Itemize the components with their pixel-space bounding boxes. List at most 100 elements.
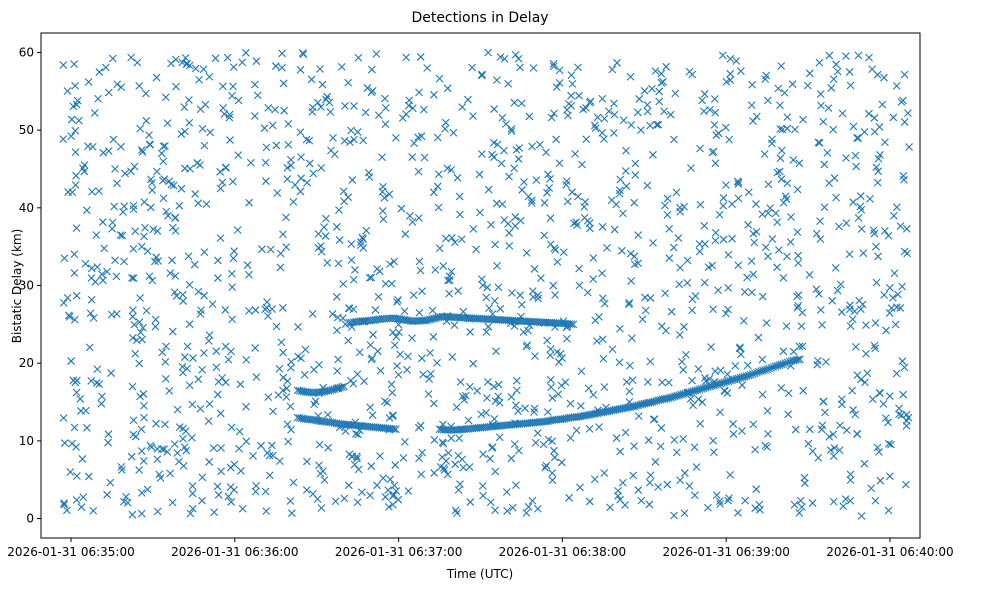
detection-point: [743, 273, 752, 282]
detection-point: [161, 142, 169, 150]
detection-point: [416, 53, 425, 61]
detection-point: [508, 288, 516, 297]
detection-point: [753, 368, 761, 377]
detection-point: [530, 265, 539, 273]
detection-point: [263, 449, 272, 457]
detection-point: [889, 113, 898, 122]
detection-point: [317, 103, 325, 111]
detection-point: [820, 203, 829, 212]
detection-point: [548, 469, 557, 477]
detection-point: [829, 452, 838, 460]
detection-point: [284, 119, 293, 128]
detection-point: [159, 194, 168, 203]
detection-point: [279, 348, 287, 357]
detection-point: [490, 153, 498, 162]
detection-point: [838, 400, 846, 409]
detection-point: [711, 228, 720, 237]
detection-point: [63, 87, 72, 95]
detection-point: [459, 463, 468, 472]
detection-point: [835, 446, 844, 455]
detection-point: [899, 390, 908, 399]
detection-point: [510, 164, 518, 173]
detection-point: [761, 366, 769, 374]
detection-point: [496, 53, 505, 62]
detection-point: [630, 260, 639, 269]
detection-point: [812, 285, 821, 294]
detection-point: [486, 454, 494, 463]
detection-point: [860, 128, 869, 136]
detection-point: [168, 498, 177, 507]
detection-point: [350, 135, 358, 144]
detection-point: [170, 288, 179, 297]
detection-point: [97, 399, 106, 408]
detection-point: [814, 138, 823, 147]
detection-point: [862, 321, 870, 330]
detection-point: [161, 93, 170, 102]
detection-point: [651, 67, 660, 75]
detection-point: [320, 476, 329, 484]
detection-point: [444, 276, 452, 285]
detection-point: [284, 437, 293, 446]
detection-point: [685, 482, 694, 490]
detection-point: [551, 323, 559, 331]
detection-point: [344, 336, 353, 345]
detection-point: [698, 398, 707, 407]
detection-point: [664, 378, 673, 387]
detection-point: [701, 240, 709, 248]
detection-point: [308, 103, 317, 112]
detection-point: [765, 364, 774, 373]
detection-point: [903, 249, 912, 258]
detection-point: [450, 321, 459, 330]
detection-point: [688, 295, 697, 304]
detection-point: [763, 365, 772, 374]
detection-point: [866, 195, 874, 203]
detection-point: [729, 430, 738, 438]
detection-point: [63, 506, 71, 515]
detection-point: [189, 354, 197, 362]
detection-point: [574, 192, 582, 201]
detection-point: [126, 167, 135, 176]
detection-point: [504, 79, 513, 88]
detection-point: [117, 462, 126, 471]
detection-point: [846, 476, 855, 484]
detection-point: [332, 292, 341, 301]
detection-point: [488, 444, 496, 452]
detection-point: [598, 128, 607, 137]
detection-point: [307, 75, 316, 84]
detection-point: [686, 394, 695, 403]
detection-point: [415, 454, 423, 463]
detection-point: [344, 420, 352, 429]
detection-point: [600, 114, 609, 123]
detection-point: [630, 442, 638, 451]
detection-point: [874, 252, 882, 261]
detection-point: [316, 65, 324, 73]
detection-point: [418, 287, 426, 296]
detection-point: [719, 194, 728, 202]
detection-point: [850, 307, 859, 316]
detection-point: [111, 164, 119, 173]
detection-point: [320, 223, 329, 231]
detection-point: [252, 373, 261, 381]
detection-point: [60, 254, 69, 263]
detection-point: [386, 475, 395, 484]
detection-point: [151, 322, 160, 331]
detection-point: [665, 254, 674, 263]
detection-point: [291, 181, 299, 189]
detection-point: [415, 257, 424, 266]
detection-point: [353, 128, 362, 136]
detection-point: [210, 508, 219, 517]
detection-point: [67, 115, 76, 124]
detection-point: [616, 175, 625, 184]
detection-point: [782, 195, 791, 203]
detection-point: [514, 407, 522, 415]
detection-point: [738, 427, 746, 435]
detection-point: [638, 315, 647, 324]
detection-point: [71, 181, 80, 189]
detection-point: [685, 67, 694, 76]
detection-point: [212, 347, 221, 356]
detection-point: [522, 508, 531, 517]
detection-point: [286, 497, 295, 505]
detection-point: [500, 146, 508, 155]
detection-point: [774, 84, 783, 93]
detection-point: [347, 323, 356, 331]
